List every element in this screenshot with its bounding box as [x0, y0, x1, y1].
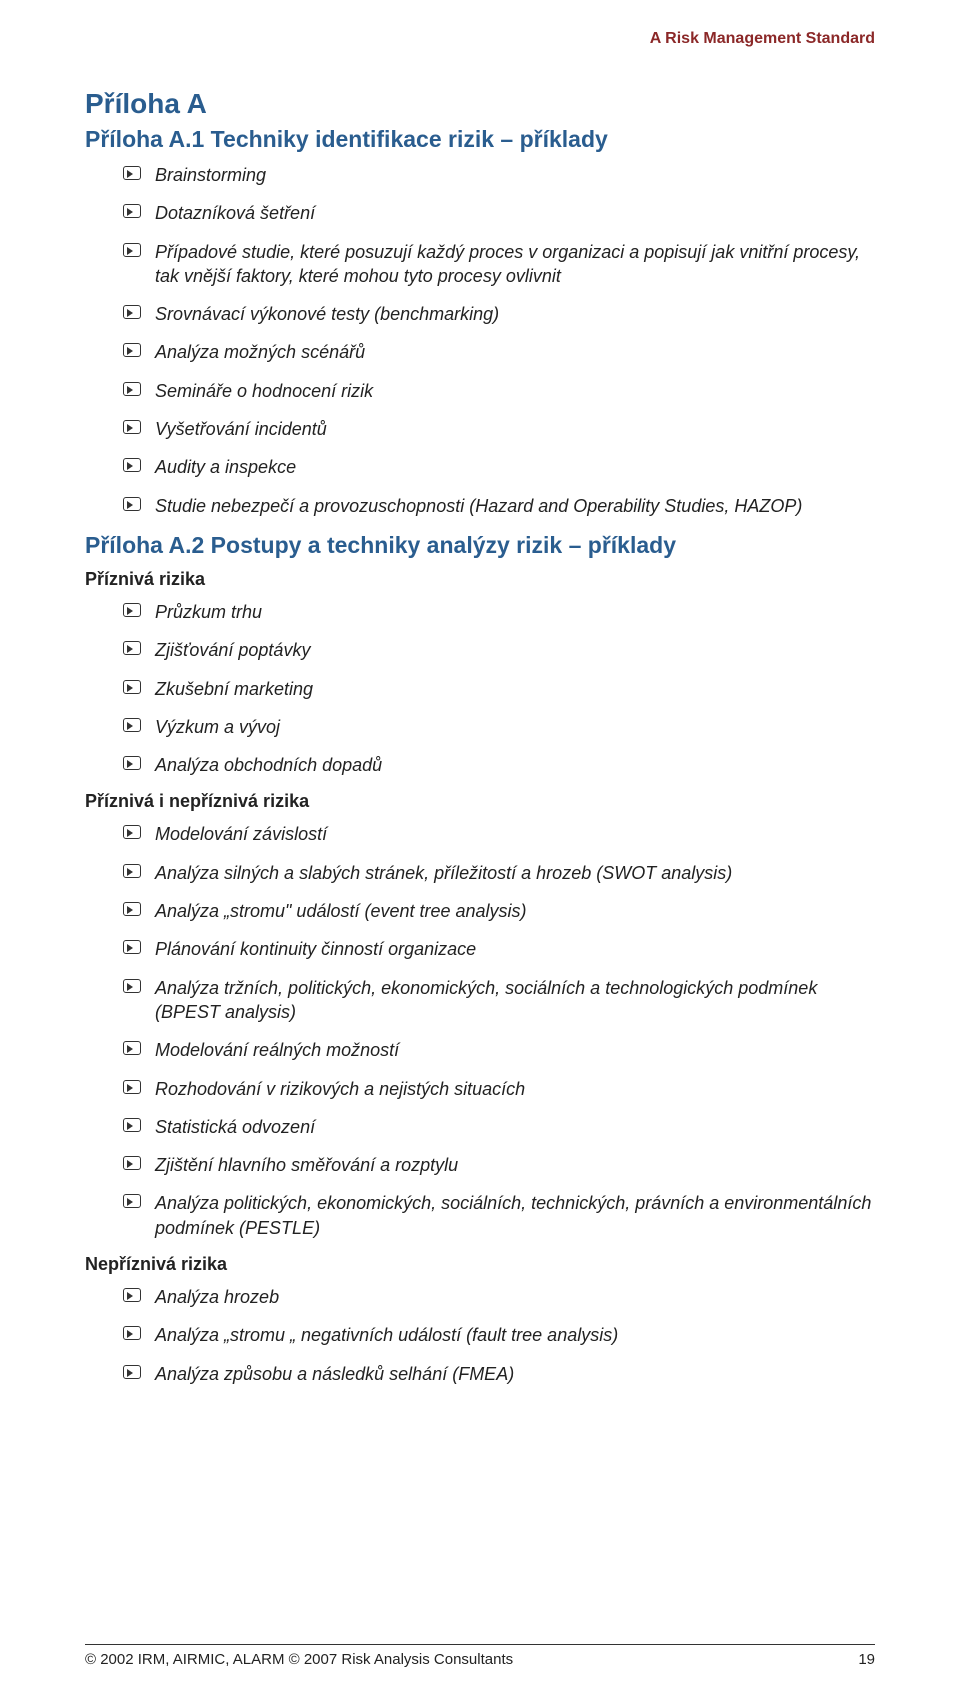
group-heading-unfavorable: Nepříznivá rizika: [85, 1254, 875, 1275]
list-item: Audity a inspekce: [123, 455, 875, 479]
bullet-icon: [123, 756, 141, 770]
list-item: Analýza politických, ekonomických, sociá…: [123, 1191, 875, 1240]
footer: © 2002 IRM, AIRMIC, ALARM © 2007 Risk An…: [85, 1644, 875, 1668]
item-text: Zjištění hlavního směřování a rozptylu: [155, 1153, 458, 1177]
item-text: Rozhodování v rizikových a nejistých sit…: [155, 1077, 525, 1101]
list-item: Modelování reálných možností: [123, 1038, 875, 1062]
bullet-icon: [123, 1118, 141, 1132]
item-text: Brainstorming: [155, 163, 266, 187]
page-number: 19: [858, 1651, 875, 1668]
bullet-icon: [123, 243, 141, 257]
item-text: Výzkum a vývoj: [155, 715, 280, 739]
list-item: Modelování závislostí: [123, 822, 875, 846]
bullet-icon: [123, 1365, 141, 1379]
item-text: Analýza hrozeb: [155, 1285, 279, 1309]
item-text: Semináře o hodnocení rizik: [155, 379, 373, 403]
list-item: Analýza „stromu „ negativních událostí (…: [123, 1323, 875, 1347]
bullet-icon: [123, 680, 141, 694]
list-item: Dotazníková šetření: [123, 201, 875, 225]
list-item: Případové studie, které posuzují každý p…: [123, 240, 875, 289]
item-text: Průzkum trhu: [155, 600, 262, 624]
item-text: Analýza možných scénářů: [155, 340, 365, 364]
list-item: Zjištění hlavního směřování a rozptylu: [123, 1153, 875, 1177]
item-text: Srovnávací výkonové testy (benchmarking): [155, 302, 499, 326]
list-item: Semináře o hodnocení rizik: [123, 379, 875, 403]
bullet-icon: [123, 343, 141, 357]
bullet-icon: [123, 305, 141, 319]
list-item: Analýza způsobu a následků selhání (FMEA…: [123, 1362, 875, 1386]
item-text: Audity a inspekce: [155, 455, 296, 479]
section-a1-list: Brainstorming Dotazníková šetření Případ…: [123, 163, 875, 518]
list-item: Analýza silných a slabých stránek, příle…: [123, 861, 875, 885]
group-heading-both: Příznivá i nepříznivá rizika: [85, 791, 875, 812]
list-item: Brainstorming: [123, 163, 875, 187]
item-text: Zjišťování poptávky: [155, 638, 310, 662]
item-text: Analýza politických, ekonomických, sociá…: [155, 1191, 875, 1240]
item-text: Statistická odvození: [155, 1115, 315, 1139]
bullet-icon: [123, 1041, 141, 1055]
group-heading-favorable: Příznivá rizika: [85, 569, 875, 590]
bullet-icon: [123, 420, 141, 434]
section-a2-title: Příloha A.2 Postupy a techniky analýzy r…: [85, 532, 875, 559]
bullet-icon: [123, 1194, 141, 1208]
list-item: Zkušební marketing: [123, 677, 875, 701]
item-text: Plánování kontinuity činností organizace: [155, 937, 476, 961]
bullet-icon: [123, 1288, 141, 1302]
item-text: Studie nebezpečí a provozuschopnosti (Ha…: [155, 494, 802, 518]
bullet-icon: [123, 497, 141, 511]
list-item: Analýza možných scénářů: [123, 340, 875, 364]
item-text: Analýza obchodních dopadů: [155, 753, 382, 777]
bullet-icon: [123, 864, 141, 878]
bullet-icon: [123, 979, 141, 993]
list-item: Analýza tržních, politických, ekonomický…: [123, 976, 875, 1025]
item-text: Analýza tržních, politických, ekonomický…: [155, 976, 875, 1025]
bullet-icon: [123, 940, 141, 954]
list-item: Rozhodování v rizikových a nejistých sit…: [123, 1077, 875, 1101]
section-a1-title: Příloha A.1 Techniky identifikace rizik …: [85, 126, 875, 153]
item-text: Zkušební marketing: [155, 677, 313, 701]
bullet-icon: [123, 382, 141, 396]
footer-copyright: © 2002 IRM, AIRMIC, ALARM © 2007 Risk An…: [85, 1651, 513, 1668]
bullet-icon: [123, 641, 141, 655]
item-text: Vyšetřování incidentů: [155, 417, 327, 441]
item-text: Analýza „stromu" událostí (event tree an…: [155, 899, 527, 923]
bullet-icon: [123, 603, 141, 617]
bullet-icon: [123, 825, 141, 839]
list-item: Analýza „stromu" událostí (event tree an…: [123, 899, 875, 923]
list-item: Vyšetřování incidentů: [123, 417, 875, 441]
list-item: Zjišťování poptávky: [123, 638, 875, 662]
list-item: Analýza hrozeb: [123, 1285, 875, 1309]
item-text: Modelování závislostí: [155, 822, 327, 846]
bullet-icon: [123, 718, 141, 732]
item-text: Dotazníková šetření: [155, 201, 315, 225]
bullet-icon: [123, 1156, 141, 1170]
bullet-icon: [123, 204, 141, 218]
item-text: Analýza „stromu „ negativních událostí (…: [155, 1323, 618, 1347]
list-item: Plánování kontinuity činností organizace: [123, 937, 875, 961]
group-list-both: Modelování závislostí Analýza silných a …: [123, 822, 875, 1240]
group-list-favorable: Průzkum trhu Zjišťování poptávky Zkušebn…: [123, 600, 875, 777]
group-list-unfavorable: Analýza hrozeb Analýza „stromu „ negativ…: [123, 1285, 875, 1386]
list-item: Průzkum trhu: [123, 600, 875, 624]
bullet-icon: [123, 1080, 141, 1094]
list-item: Výzkum a vývoj: [123, 715, 875, 739]
bullet-icon: [123, 902, 141, 916]
bullet-icon: [123, 166, 141, 180]
list-item: Srovnávací výkonové testy (benchmarking): [123, 302, 875, 326]
item-text: Případové studie, které posuzují každý p…: [155, 240, 875, 289]
list-item: Studie nebezpečí a provozuschopnosti (Ha…: [123, 494, 875, 518]
bullet-icon: [123, 1326, 141, 1340]
item-text: Analýza způsobu a následků selhání (FMEA…: [155, 1362, 514, 1386]
appendix-heading: Příloha A: [85, 88, 875, 120]
document-header: A Risk Management Standard: [85, 30, 875, 48]
item-text: Modelování reálných možností: [155, 1038, 399, 1062]
list-item: Analýza obchodních dopadů: [123, 753, 875, 777]
bullet-icon: [123, 458, 141, 472]
item-text: Analýza silných a slabých stránek, příle…: [155, 861, 732, 885]
list-item: Statistická odvození: [123, 1115, 875, 1139]
